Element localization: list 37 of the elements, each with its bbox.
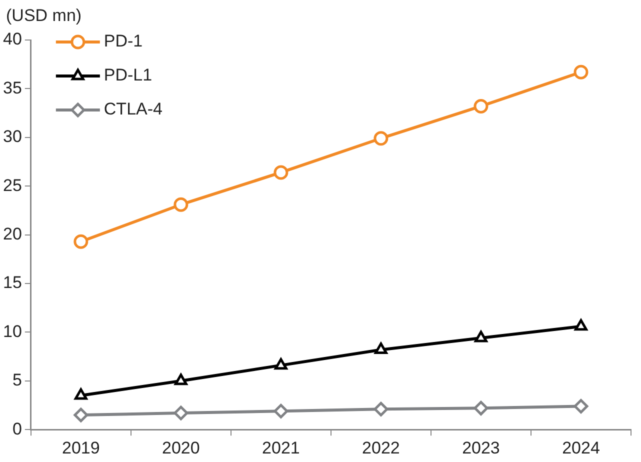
x-tick-label: 2020 [162,438,200,458]
legend-label: PD-L1 [104,66,152,85]
y-tick-label: 30 [2,127,22,146]
point [374,342,388,354]
y-tick-label: 5 [12,370,22,390]
x-tick-label: 2024 [562,438,600,458]
x-tick-label: 2023 [462,438,500,458]
point [474,400,488,416]
y-axis-title: (USD mn) [6,6,82,26]
point [574,319,588,331]
point [574,398,588,414]
x-tick-label: 2022 [362,438,400,458]
point [274,358,288,370]
x-tick-label: 2021 [262,438,300,458]
point [174,406,188,420]
legend-label: PD-1 [104,32,143,51]
y-tick-label: 25 [2,176,22,195]
y-tick-label: 0 [12,419,22,438]
point [174,374,188,386]
y-tick-label: 35 [2,78,22,98]
point [74,388,88,400]
point [274,404,288,418]
legend-label: CTLA-4 [104,100,162,119]
point [374,402,388,416]
x-tick-label: 2019 [62,438,100,458]
y-tick-label: 10 [2,322,22,341]
point [274,165,288,180]
y-tick-label: 15 [2,273,22,292]
point [74,234,88,249]
point [574,64,588,80]
point [74,408,88,422]
point [474,98,488,114]
point [174,197,188,212]
y-tick-label: 40 [2,30,22,49]
y-tick-label: 20 [2,224,22,244]
point [474,330,488,342]
point [374,131,388,146]
